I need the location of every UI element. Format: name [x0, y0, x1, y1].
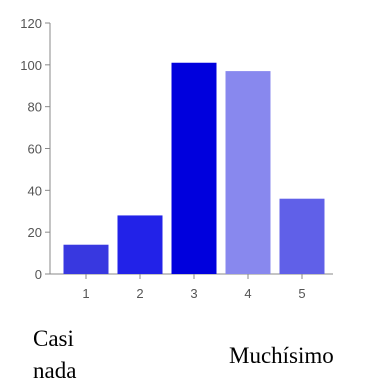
- x-tick-label: 4: [244, 286, 251, 301]
- y-tick-label: 80: [28, 100, 42, 115]
- bar: [225, 71, 271, 274]
- bar: [279, 198, 325, 274]
- scale-high-caption: Muchísimo: [229, 343, 334, 368]
- bar: [117, 215, 163, 274]
- x-tick-label: 2: [136, 286, 143, 301]
- bar: [171, 62, 217, 274]
- x-axis: 1 2 3 4 5: [50, 273, 333, 301]
- y-axis: 0 20 40 60 80 100 120: [20, 16, 51, 282]
- y-tick-label: 100: [20, 58, 42, 73]
- y-tick-label: 0: [35, 267, 42, 282]
- bar: [63, 244, 109, 274]
- y-tick-label: 120: [20, 16, 42, 31]
- bar-chart: 0 20 40 60 80 100 120 1 2 3 4 5: [20, 16, 333, 301]
- y-tick-label: 20: [28, 225, 42, 240]
- y-tick-label: 40: [28, 183, 42, 198]
- x-tick-label: 3: [190, 286, 197, 301]
- x-tick-label: 1: [82, 286, 89, 301]
- y-tick-label: 60: [28, 142, 42, 157]
- bars: [63, 62, 325, 274]
- scale-low-caption: Casi nada: [33, 326, 77, 383]
- x-tick-label: 5: [298, 286, 305, 301]
